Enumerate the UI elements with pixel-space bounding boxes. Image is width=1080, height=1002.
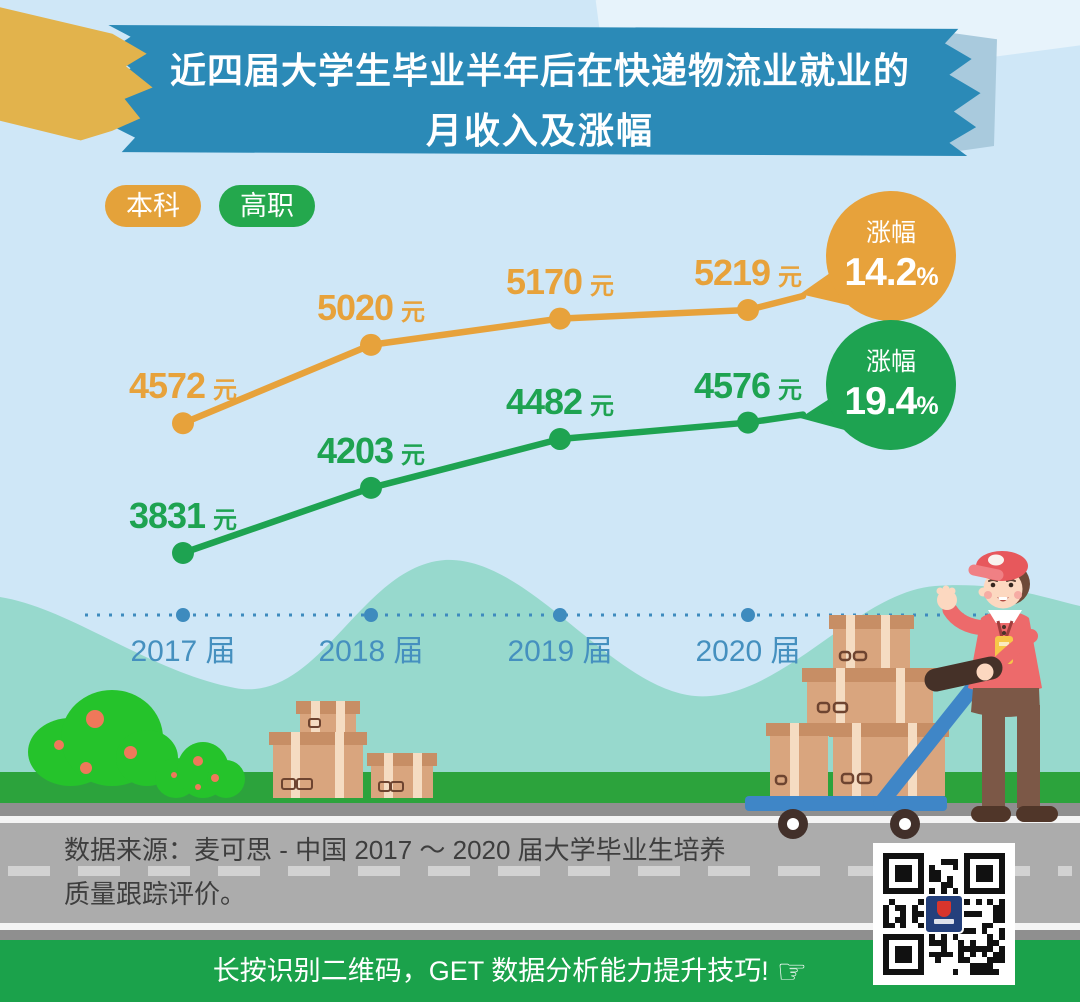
road-shoulder — [0, 930, 1080, 940]
page-title-line2: 月收入及涨幅 — [425, 110, 654, 151]
data-source-line2: 质量跟踪评价。 — [64, 879, 247, 909]
title-banner: 近四届大学生毕业半年后在快递物流业就业的 月收入及涨幅 — [99, 25, 981, 156]
footer-cta: 长按识别二维码，GET 数据分析能力提升技巧! ☞ — [60, 940, 960, 1002]
data-label-benke-2018: 5020 元 — [316, 286, 426, 328]
pointing-hand-icon: ☞ — [776, 953, 808, 991]
growth-bubble-gaozhi: 涨幅 19.4% — [826, 320, 956, 450]
data-label-gaozhi-2020: 4576 元 — [693, 364, 803, 406]
x-axis-label-2018: 2018 届 — [318, 635, 424, 668]
delivery-person-illustration — [745, 551, 1058, 839]
package-box — [296, 701, 360, 732]
data-label-benke-2020: 5219 元 — [693, 252, 803, 293]
road-center-dashes — [8, 866, 1072, 876]
road-edge-line — [0, 923, 1080, 930]
shield-icon — [937, 901, 951, 917]
package-box — [367, 753, 437, 798]
data-label-benke-2017: 4572 元 — [128, 365, 238, 407]
data-label-gaozhi-2017: 3831 元 — [128, 495, 238, 536]
bush-small — [155, 740, 247, 798]
data-label-benke-2019: 5170 元 — [505, 260, 615, 302]
package-box — [269, 732, 367, 798]
data-source: 数据来源：麦可思 - 中国 2017 ～ 2020 届大学毕业生培养 质量跟踪评… — [64, 828, 726, 916]
footer-cta-text: 长按识别二维码，GET 数据分析能力提升技巧! — [212, 956, 769, 986]
x-axis-label-2017: 2017 届 — [130, 635, 236, 668]
x-axis-label-2020: 2020 届 — [695, 635, 801, 668]
road-edge-line — [0, 816, 1080, 823]
data-source-line1: 数据来源：麦可思 - 中国 2017 ～ 2020 届大学毕业生培养 — [64, 835, 726, 865]
qr-code[interactable] — [873, 843, 1015, 985]
delivery-person — [924, 551, 1058, 822]
legend-item-gaozhi: 高职 — [219, 185, 315, 227]
legend-item-benke: 本科 — [105, 185, 201, 227]
qr-center-logo — [924, 894, 964, 934]
x-axis-label-2019: 2019 届 — [507, 635, 613, 668]
growth-bubble-benke: 涨幅 14.2% — [826, 191, 956, 321]
page-title-line1: 近四届大学生毕业半年后在快递物流业就业的 — [169, 50, 910, 91]
data-label-gaozhi-2018: 4203 元 — [316, 429, 426, 471]
data-label-gaozhi-2019: 4482 元 — [505, 381, 615, 423]
hand-truck — [745, 662, 995, 839]
